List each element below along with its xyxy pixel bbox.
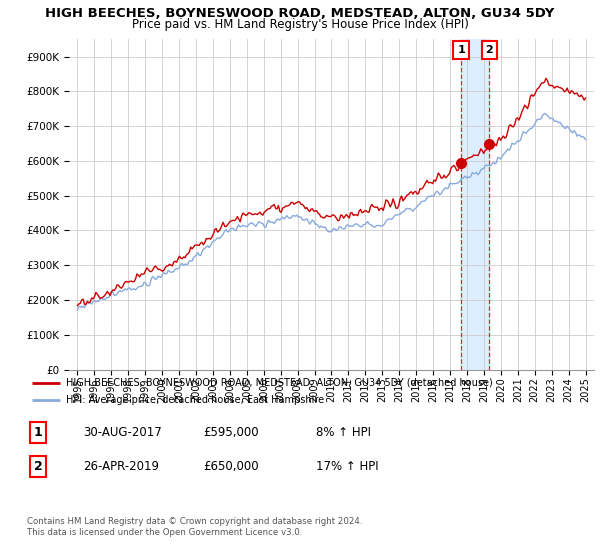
Bar <box>461 39 490 370</box>
Text: 8% ↑ HPI: 8% ↑ HPI <box>316 426 371 438</box>
Text: 26-APR-2019: 26-APR-2019 <box>83 460 159 473</box>
Text: 30-AUG-2017: 30-AUG-2017 <box>83 426 161 438</box>
Text: 2: 2 <box>34 460 43 473</box>
Text: Contains HM Land Registry data © Crown copyright and database right 2024.
This d: Contains HM Land Registry data © Crown c… <box>27 517 362 537</box>
Text: £650,000: £650,000 <box>203 460 259 473</box>
Text: HIGH BEECHES, BOYNESWOOD ROAD, MEDSTEAD, ALTON, GU34 5DY: HIGH BEECHES, BOYNESWOOD ROAD, MEDSTEAD,… <box>46 7 554 20</box>
Text: £595,000: £595,000 <box>203 426 259 438</box>
Text: 2: 2 <box>485 45 493 55</box>
Text: 17% ↑ HPI: 17% ↑ HPI <box>316 460 379 473</box>
Text: 1: 1 <box>34 426 43 438</box>
Text: HPI: Average price, detached house, East Hampshire: HPI: Average price, detached house, East… <box>66 395 324 405</box>
Text: HIGH BEECHES, BOYNESWOOD ROAD, MEDSTEAD, ALTON, GU34 5DY (detached house): HIGH BEECHES, BOYNESWOOD ROAD, MEDSTEAD,… <box>66 377 493 388</box>
Text: 1: 1 <box>457 45 465 55</box>
Text: Price paid vs. HM Land Registry's House Price Index (HPI): Price paid vs. HM Land Registry's House … <box>131 18 469 31</box>
